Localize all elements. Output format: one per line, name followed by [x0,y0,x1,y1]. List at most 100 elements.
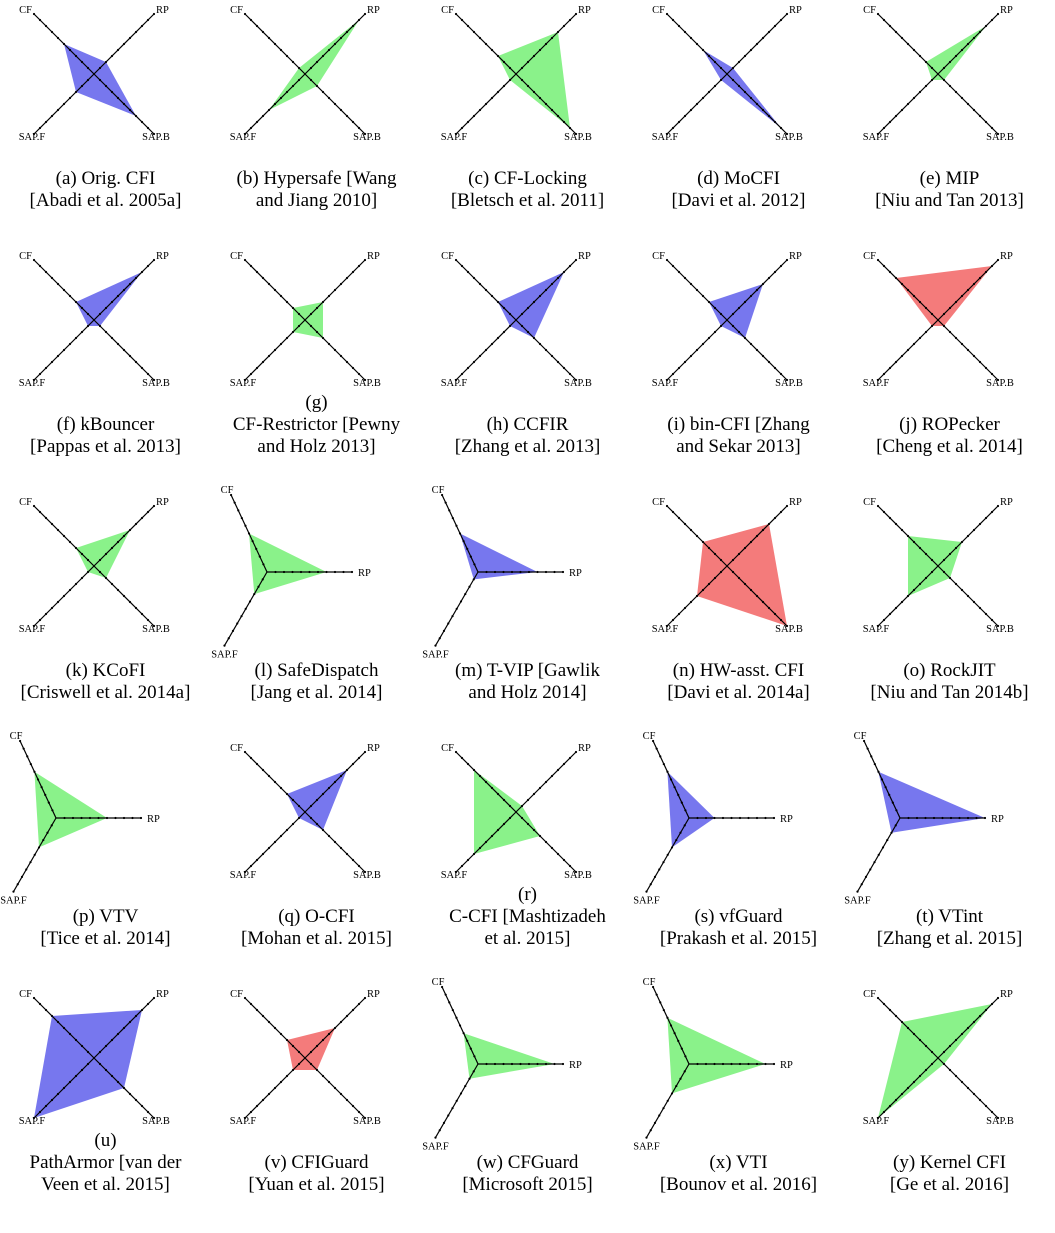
radar-axis-tick [996,378,1000,382]
radar-axis-tick [104,1068,108,1072]
radar-axis-tick [761,354,765,358]
radar-axis-tick [915,816,919,820]
radar-axis-tick [737,306,741,310]
chart-caption-line: (s) vfGuard [694,906,783,927]
radar-axis-tick [984,516,988,520]
radar-axis-tick [128,1092,132,1096]
radar-axis-tick [345,276,349,280]
radar-axis-tick [38,1110,42,1114]
radar-axis-tick [451,1008,454,1012]
radar-axis-tick [146,18,150,22]
radar-axis-tick [930,66,934,70]
radar-axis-tick [56,36,60,40]
radar-chart: CF RP SAP.B SAP.F [230,743,381,881]
radar-axis-tick [886,838,889,842]
radar-axis-tick [297,816,301,820]
radar-axis-tick [86,78,90,82]
radar-axis-tick [152,12,156,16]
radar-axis-tick [249,126,253,130]
radar-chart-cell: CF RP SAP.B SAP.F (u) PathArmor [van der Veen … [0,984,211,1230]
radar-axis-tick [291,1044,295,1048]
radar-axis-tick [755,288,759,292]
radar-axis-tick [233,501,236,504]
chart-caption-line: (j) ROPecker [899,414,1000,435]
radar-axis-tick [677,24,681,28]
radar-axis-tick [942,570,946,574]
radar-axis-tick [46,831,49,834]
radar-axis-tick [472,30,476,34]
radar-axis-tick [140,366,144,370]
chart-caption-line: [Bletsch et al. 2011] [450,190,605,211]
radar-axis-tick [680,1047,683,1050]
radar-axis-tick [527,1062,531,1066]
radar-axis-tick [948,306,952,310]
radar-axis-tick [240,615,243,618]
radar-axis-tick [255,1008,259,1012]
radar-axis-tick [243,750,247,754]
radar-axis-tick [906,102,910,106]
radar-axis-tick [996,132,1000,136]
radar-axis-tick [98,324,102,328]
radar-axis-tick [695,288,699,292]
radar-axis-tick [677,1039,680,1042]
radar-axis-tick [249,18,253,22]
radar-axis-tick [460,18,464,22]
radar-axis-tick [684,809,687,812]
radar-axis-tick [666,853,669,856]
radar-axis-tick [684,1055,687,1058]
radar-axis-tick [526,798,530,802]
radar-axis-tick [114,816,117,820]
radar-axis-tick [122,348,126,352]
radar-axis-tick [32,378,36,382]
radar-axis-tick [912,540,916,544]
radar-axis-tick [472,852,476,856]
radar-axis-tick [544,840,548,844]
radar-axis-tick [713,552,717,556]
radar-axis-tick [924,330,928,334]
radar-axis-tick [738,1062,742,1066]
radar-axis-tick [285,90,289,94]
radar-axis-tick [948,1044,952,1048]
radar-axis-tick [273,42,277,46]
radar-axis-tick [448,509,451,512]
radar-axis-tick [455,1016,458,1019]
radar-axis-tick [704,816,708,820]
radar-axis-tick [50,824,53,827]
radar-axis-tick [538,834,542,838]
radar-axis-tick [243,870,247,874]
radar-axis-label: CF [863,497,876,508]
radar-axis-tick [134,1098,138,1102]
radar-axis-tick [459,1092,463,1095]
chart-caption-line: (l) SafeDispatch [254,660,379,681]
radar-area [287,1028,335,1070]
radar-axis-tick [44,612,48,616]
radar-axis-tick [140,24,144,28]
radar-axis-tick [502,1062,505,1066]
radar-axis-tick [32,1116,36,1120]
radar-axis-tick [773,366,777,370]
radar-axis-tick [86,1062,90,1066]
radar-axis-tick [960,294,964,298]
radar-axis-tick [538,48,542,52]
radar-axis-label: CF [19,989,32,1000]
radar-axis-tick [454,132,458,136]
radar-axis-tick [930,1050,934,1054]
radar-axis-tick [351,270,355,274]
radar-axis-tick [574,750,578,754]
radar-chart: CF RP SAP.F [633,731,793,907]
chart-caption-line: [Niu and Tan 2013] [875,190,1024,211]
radar-axis-tick [472,768,476,772]
radar-axis-tick [244,607,247,610]
radar-axis-tick [110,1038,114,1042]
radar-axis-tick [662,1008,665,1012]
radar-axis-tick [308,570,311,574]
radar-axis-tick [122,816,126,820]
radar-axis-tick [122,42,126,46]
radar-axis-tick [485,570,488,574]
chart-caption-line: [Criswell et al. 2014a] [20,682,191,703]
radar-axis-tick [128,354,132,358]
radar-axis-tick [327,834,331,838]
radar-axis-tick [990,372,994,376]
radar-axis-tick [653,875,657,878]
radar-axis-tick [357,1002,361,1006]
